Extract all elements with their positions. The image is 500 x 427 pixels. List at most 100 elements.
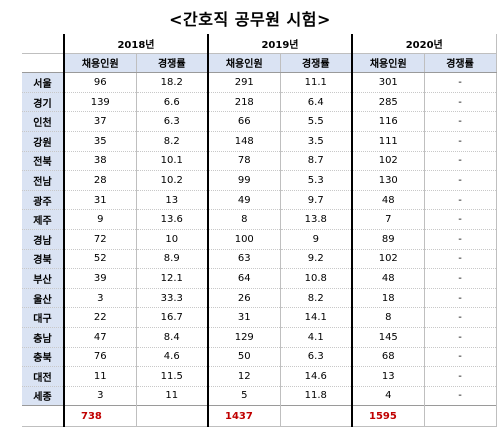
- region-cell: 제주: [22, 209, 64, 230]
- total-hires-2019: 1437: [207, 405, 280, 427]
- hires-2018-cell: 3: [63, 287, 136, 308]
- total-hires-2020: 1595: [351, 405, 424, 427]
- year-header-2020: 2020년: [351, 34, 497, 54]
- table-row: 제주 9 13.6 8 13.8 7-: [22, 209, 497, 230]
- col-hires-2018: 채용인원: [63, 52, 136, 74]
- ratio-2018-cell: 33.3: [135, 287, 208, 308]
- ratio-2018-cell: 6.3: [135, 111, 208, 132]
- hires-2020-cell: 116: [351, 111, 424, 132]
- ratio-2020-cell: -: [423, 189, 497, 210]
- hires-2019-cell: 8: [207, 209, 280, 230]
- hires-2020-cell: 68: [351, 346, 424, 367]
- ratio-2019-cell: 11.8: [279, 385, 352, 406]
- corner-cell-sub: [22, 52, 64, 74]
- region-cell: 인천: [22, 111, 64, 132]
- hires-2018-cell: 9: [63, 209, 136, 230]
- hires-2019-cell: 31: [207, 307, 280, 328]
- ratio-2019-cell: 9.2: [279, 248, 352, 269]
- table-row: 서울 96 18.2 291 11.1 301-: [22, 72, 497, 93]
- ratio-2020-cell: -: [423, 268, 497, 289]
- ratio-2018-cell: 8.4: [135, 326, 208, 347]
- hires-2020-cell: 48: [351, 189, 424, 210]
- hires-2019-cell: 49: [207, 189, 280, 210]
- hires-2018-cell: 37: [63, 111, 136, 132]
- hires-2020-cell: 285: [351, 91, 424, 112]
- hires-2018-cell: 35: [63, 130, 136, 152]
- region-cell: 충북: [22, 346, 64, 367]
- hires-2020-cell: 301: [351, 72, 424, 93]
- hires-2018-cell: 11: [63, 366, 136, 387]
- ratio-2018-cell: 18.2: [135, 72, 208, 93]
- ratio-2020-cell: -: [423, 209, 497, 230]
- year-header-row: 2018년 2019년 2020년: [22, 34, 497, 54]
- table-body: 서울 96 18.2 291 11.1 301- 경기 139 6.6 218 6.4 285- 인천 3…: [22, 72, 497, 406]
- table-row: 전북 38 10.1 78 8.7 102-: [22, 150, 497, 171]
- ratio-2020-cell: -: [423, 307, 497, 328]
- col-ratio-2018: 경쟁률: [135, 52, 208, 74]
- ratio-2020-cell: -: [423, 91, 497, 112]
- region-cell: 대구: [22, 307, 64, 328]
- hires-2019-cell: 26: [207, 287, 280, 308]
- ratio-2018-cell: 13.6: [135, 209, 208, 230]
- table-row: 충남 47 8.4 129 4.1 145-: [22, 326, 497, 347]
- ratio-2019-cell: 13.8: [279, 209, 352, 230]
- year-header-2018: 2018년: [63, 34, 208, 54]
- col-ratio-2020: 경쟁률: [423, 52, 497, 74]
- hires-2018-cell: 3: [63, 385, 136, 406]
- hires-2020-cell: 111: [351, 130, 424, 152]
- hires-2018-cell: 28: [63, 170, 136, 191]
- total-ratio-2019: [279, 405, 352, 427]
- hires-2018-cell: 47: [63, 326, 136, 347]
- total-row: 738 1437 1595: [22, 405, 497, 427]
- hires-2019-cell: 148: [207, 130, 280, 152]
- ratio-2018-cell: 16.7: [135, 307, 208, 328]
- hires-2019-cell: 218: [207, 91, 280, 112]
- hires-2020-cell: 48: [351, 268, 424, 289]
- hires-2019-cell: 66: [207, 111, 280, 132]
- hires-2020-cell: 145: [351, 326, 424, 347]
- ratio-2018-cell: 4.6: [135, 346, 208, 367]
- hires-2018-cell: 52: [63, 248, 136, 269]
- ratio-2018-cell: 10.2: [135, 170, 208, 191]
- table-row: 울산 3 33.3 26 8.2 18-: [22, 287, 497, 308]
- ratio-2019-cell: 14.1: [279, 307, 352, 328]
- col-hires-2020: 채용인원: [351, 52, 424, 74]
- ratio-2019-cell: 6.3: [279, 346, 352, 367]
- region-cell: 서울: [22, 72, 64, 93]
- hires-2019-cell: 78: [207, 150, 280, 171]
- hires-2019-cell: 64: [207, 268, 280, 289]
- hires-2018-cell: 31: [63, 189, 136, 210]
- table-row: 전남 28 10.2 99 5.3 130-: [22, 170, 497, 191]
- region-cell: 광주: [22, 189, 64, 210]
- ratio-2018-cell: 11: [135, 385, 208, 406]
- ratio-2019-cell: 6.4: [279, 91, 352, 112]
- ratio-2019-cell: 11.1: [279, 72, 352, 93]
- table-row: 광주 31 13 49 9.7 48-: [22, 189, 497, 210]
- hires-2018-cell: 139: [63, 91, 136, 112]
- ratio-2020-cell: -: [423, 111, 497, 132]
- ratio-2020-cell: -: [423, 385, 497, 406]
- ratio-2019-cell: 9.7: [279, 189, 352, 210]
- ratio-2019-cell: 5.5: [279, 111, 352, 132]
- region-cell: 강원: [22, 130, 64, 152]
- total-ratio-2018: [135, 405, 208, 427]
- ratio-2019-cell: 4.1: [279, 326, 352, 347]
- hires-2019-cell: 12: [207, 366, 280, 387]
- table-row: 대구 22 16.7 31 14.1 8-: [22, 307, 497, 328]
- col-ratio-2019: 경쟁률: [279, 52, 352, 74]
- col-hires-2019: 채용인원: [207, 52, 280, 74]
- ratio-2019-cell: 14.6: [279, 366, 352, 387]
- table-row: 세종 3 11 5 11.8 4-: [22, 385, 497, 406]
- hires-2020-cell: 130: [351, 170, 424, 191]
- ratio-2018-cell: 8.9: [135, 248, 208, 269]
- hires-2018-cell: 22: [63, 307, 136, 328]
- total-label-cell: [22, 405, 64, 427]
- ratio-2020-cell: -: [423, 72, 497, 93]
- region-cell: 전남: [22, 170, 64, 191]
- ratio-2019-cell: 5.3: [279, 170, 352, 191]
- table-row: 부산 39 12.1 64 10.8 48-: [22, 268, 497, 289]
- hires-2019-cell: 99: [207, 170, 280, 191]
- hires-2018-cell: 76: [63, 346, 136, 367]
- hires-2019-cell: 63: [207, 248, 280, 269]
- exam-table: 2018년 2019년 2020년 채용인원 경쟁률 채용인원 경쟁률 채용인원…: [22, 34, 497, 427]
